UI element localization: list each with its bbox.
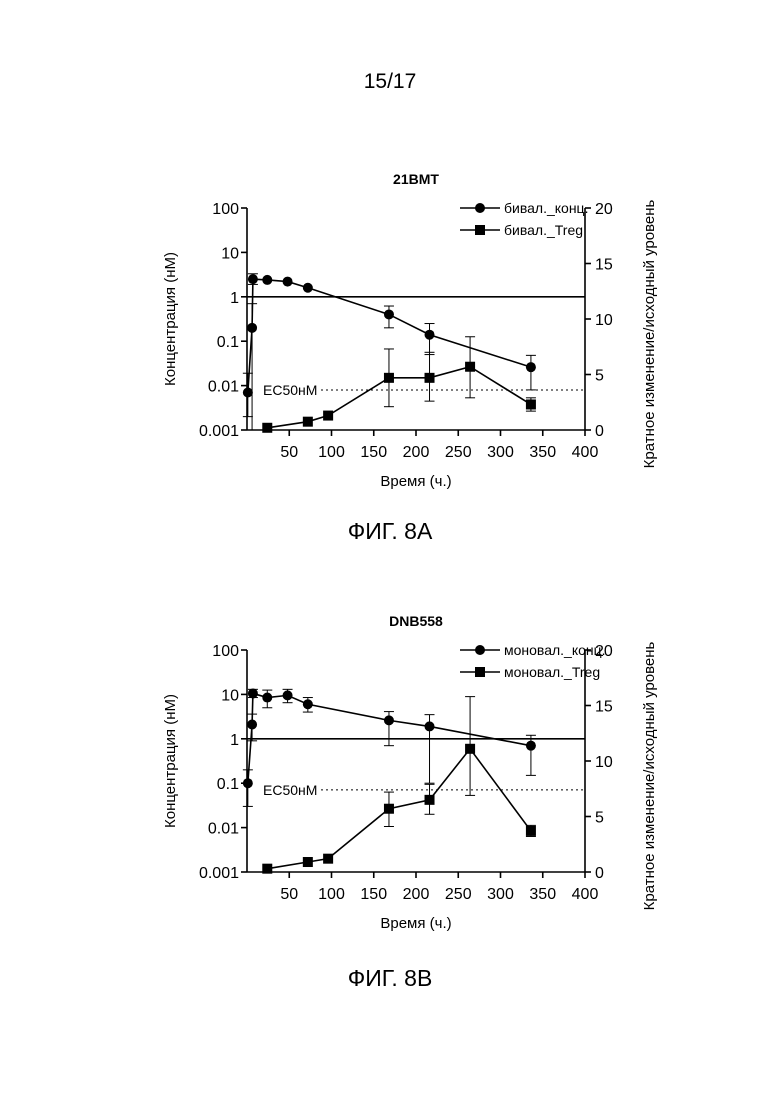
right-axis-tick-label: 20 — [595, 201, 613, 218]
x-axis-tick-label: 100 — [318, 886, 345, 903]
data-point-square — [526, 826, 536, 836]
data-point-square — [425, 373, 435, 383]
left-axis-tick-label: 0.1 — [217, 334, 239, 351]
right-axis-tick-label: 0 — [595, 423, 604, 440]
x-axis-tick-label: 50 — [280, 886, 298, 903]
x-axis-tick-label: 200 — [403, 886, 430, 903]
right-axis-tick-label: 15 — [595, 257, 613, 274]
right-axis-tick-label: 15 — [595, 699, 613, 716]
x-axis-tick-label: 150 — [360, 886, 387, 903]
legend-marker-square — [475, 225, 485, 235]
data-point-circle — [243, 387, 253, 397]
data-point-square — [323, 411, 333, 421]
left-axis-tick-label: 0.01 — [208, 379, 239, 396]
right-axis-tick-label: 0 — [595, 865, 604, 882]
x-axis-tick-label: 50 — [280, 444, 298, 461]
legend-label: бивал._конц. — [504, 200, 588, 216]
legend-label: моновал._Treg — [504, 664, 600, 680]
right-axis-label: Кратное изменение/исходный уровень — [641, 199, 658, 468]
x-axis-tick-label: 350 — [529, 444, 556, 461]
data-point-circle — [262, 275, 272, 285]
x-axis-tick-label: 350 — [529, 886, 556, 903]
data-point-circle — [384, 309, 394, 319]
left-axis-tick-label: 1 — [230, 290, 239, 307]
ec50-label: EC50нМ — [263, 782, 317, 798]
chart-a: 21BMT 0.001 0.01 0.1 1 10 100 0 5 10 15 20 50 100 150 2… — [0, 160, 780, 510]
data-point-circle — [248, 688, 258, 698]
left-axis-label: Концентрация (нМ) — [162, 694, 179, 828]
data-point-circle — [425, 330, 435, 340]
data-point-circle — [526, 362, 536, 372]
figure-caption-b: ФИГ. 8В — [0, 965, 780, 992]
data-point-square — [262, 423, 272, 433]
data-point-circle — [248, 274, 258, 284]
chart-title: 21BMT — [393, 171, 439, 187]
legend-marker-square — [475, 667, 485, 677]
data-point-circle — [303, 699, 313, 709]
chart-title: DNB558 — [389, 613, 443, 629]
chart-b-svg: DNB5580.0010.010.11101000510152050100150… — [0, 602, 780, 952]
data-point-circle — [247, 323, 257, 333]
data-point-square — [303, 417, 313, 427]
data-point-square — [526, 399, 536, 409]
data-point-circle — [243, 778, 253, 788]
data-point-circle — [283, 277, 293, 287]
ec50-label: EC50нМ — [263, 382, 317, 398]
data-point-square — [303, 857, 313, 867]
right-axis-label: Кратное изменение/исходный уровень — [641, 641, 658, 910]
x-axis-tick-label: 300 — [487, 886, 514, 903]
x-axis-label: Время (ч.) — [380, 915, 451, 932]
data-point-circle — [425, 721, 435, 731]
data-point-square — [425, 795, 435, 805]
axes — [241, 208, 591, 436]
axes — [241, 650, 591, 878]
left-axis-tick-label: 0.01 — [208, 821, 239, 838]
x-axis-tick-label: 300 — [487, 444, 514, 461]
legend-marker-circle — [475, 645, 485, 655]
x-axis-tick-label: 150 — [360, 444, 387, 461]
data-point-square — [323, 854, 333, 864]
chart-a-svg: 21BMT 0.001 0.01 0.1 1 10 100 0 5 10 15 20 50 100 150 2… — [0, 160, 780, 510]
data-point-circle — [526, 741, 536, 751]
left-axis-tick-label: 10 — [221, 687, 239, 704]
left-axis-tick-label: 10 — [221, 245, 239, 262]
left-axis-tick-label: 0.1 — [217, 776, 239, 793]
data-point-square — [384, 804, 394, 814]
left-axis-tick-label: 100 — [212, 201, 239, 218]
data-point-circle — [384, 715, 394, 725]
data-point-square — [384, 373, 394, 383]
data-point-square — [465, 362, 475, 372]
data-point-circle — [283, 690, 293, 700]
left-axis-label: Концентрация (нМ) — [162, 252, 179, 386]
x-axis-tick-label: 100 — [318, 444, 345, 461]
right-axis-tick-label: 5 — [595, 810, 604, 827]
legend-label: моновал._конц. — [504, 642, 606, 658]
chart-b: DNB5580.0010.010.11101000510152050100150… — [0, 602, 780, 952]
series-line — [267, 749, 531, 869]
left-axis-tick-label: 0.001 — [199, 423, 239, 440]
data-point-square — [262, 864, 272, 874]
left-axis-tick-label: 0.001 — [199, 865, 239, 882]
left-axis-tick-label: 1 — [230, 732, 239, 749]
right-axis-tick-label: 10 — [595, 754, 613, 771]
x-axis-tick-label: 200 — [403, 444, 430, 461]
data-point-circle — [303, 283, 313, 293]
data-point-square — [465, 744, 475, 754]
legend-marker-circle — [475, 203, 485, 213]
data-point-circle — [262, 693, 272, 703]
x-axis-label: Время (ч.) — [380, 473, 451, 490]
right-axis-tick-label: 5 — [595, 368, 604, 385]
data-point-circle — [247, 719, 257, 729]
left-axis-tick-label: 100 — [212, 643, 239, 660]
legend-label: бивал._Treg — [504, 222, 583, 238]
x-axis-tick-label: 250 — [445, 886, 472, 903]
page-number: 15/17 — [0, 70, 780, 94]
figure-caption-a: ФИГ. 8А — [0, 518, 780, 545]
x-axis-tick-label: 400 — [572, 886, 599, 903]
x-axis-tick-label: 400 — [572, 444, 599, 461]
right-axis-tick-label: 10 — [595, 312, 613, 329]
x-axis-tick-label: 250 — [445, 444, 472, 461]
